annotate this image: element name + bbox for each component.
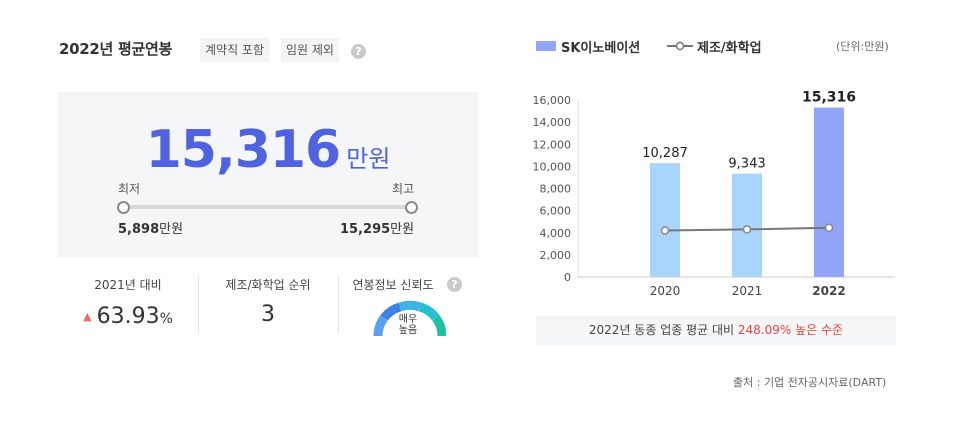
y-tick-label: 0	[564, 271, 571, 284]
page-title: 2022년 평균연봉	[59, 40, 172, 58]
yoy-change: ▲ 63.93%	[58, 304, 198, 329]
y-tick-label: 8,000	[540, 183, 572, 196]
min-label: 최저	[118, 182, 141, 196]
industry-point	[742, 225, 752, 234]
bar	[650, 163, 680, 277]
average-salary: 15,316 만원	[58, 120, 478, 180]
divider	[338, 276, 339, 334]
executives-excluded-chip: 임원 제외	[281, 38, 339, 62]
salary-summary-panel: 15,316 만원	[58, 92, 478, 257]
industry-point	[824, 223, 834, 233]
average-salary-unit: 만원	[346, 145, 391, 173]
note-prefix: 2022년 동종 업종 평균 대비	[588, 323, 738, 337]
data-label: 10,287	[642, 146, 688, 161]
data-label: 9,343	[728, 157, 765, 172]
legend-company-label: SK이노베이션	[561, 41, 641, 56]
max-label: 최고	[392, 182, 415, 196]
x-tick-label: 2022	[812, 284, 845, 298]
y-tick-label: 16,000	[533, 94, 572, 107]
rank-value: 3	[261, 302, 275, 327]
max-knob	[405, 201, 418, 214]
industry-comparison-note: 2022년 동종 업종 평균 대비 248.09% 높은 수준	[536, 316, 896, 345]
unit-note: (단위:만원)	[836, 40, 889, 53]
y-tick-label: 6,000	[540, 205, 572, 218]
min-knob	[117, 201, 130, 214]
y-tick-label: 12,000	[533, 138, 572, 151]
help-icon[interactable]: ?	[447, 277, 462, 292]
legend-industry-label: 제조/화학업	[697, 41, 762, 56]
rank-label: 제조/화학업 순위	[225, 278, 311, 292]
salary-range-track	[123, 205, 412, 209]
reliability-value-line2: 높음	[399, 324, 417, 336]
x-tick-label: 2021	[732, 284, 763, 298]
salary-chart: 16,000 14,000 12,000 10,000 8,000 6,000 4,000 2…	[533, 90, 895, 298]
yoy-label: 2021년 대비	[94, 278, 162, 292]
source-footer: 출처 : 기업 전자공시자료(DART)	[733, 376, 887, 389]
reliability-value-line1: 매우	[399, 313, 417, 325]
max-value: 15,295만원	[340, 222, 415, 237]
y-tick-label: 4,000	[540, 227, 572, 240]
industry-point	[660, 226, 670, 235]
yoy-value: 63.93	[96, 304, 160, 329]
bar	[814, 107, 844, 278]
min-value: 5,898만원	[118, 222, 184, 237]
contract-included-chip: 계약직 포함	[200, 38, 270, 62]
reliability-label: 연봉정보 신뢰도	[352, 278, 434, 292]
help-icon[interactable]: ?	[351, 44, 366, 59]
up-arrow-icon: ▲	[83, 310, 92, 323]
legend-company-swatch	[536, 41, 556, 51]
average-salary-value: 15,316	[145, 120, 342, 180]
divider	[198, 276, 199, 334]
data-label: 15,316	[802, 90, 856, 106]
y-tick-label: 2,000	[540, 249, 572, 262]
x-tick-label: 2020	[650, 284, 681, 298]
y-tick-label: 14,000	[533, 116, 572, 129]
reliability-gauge: 매우 높음	[373, 300, 446, 337]
note-highlight: 248.09% 높은 수준	[737, 323, 844, 337]
yoy-unit: %	[159, 311, 173, 327]
y-tick-label: 10,000	[533, 160, 572, 173]
legend-industry-line-icon	[667, 41, 693, 51]
